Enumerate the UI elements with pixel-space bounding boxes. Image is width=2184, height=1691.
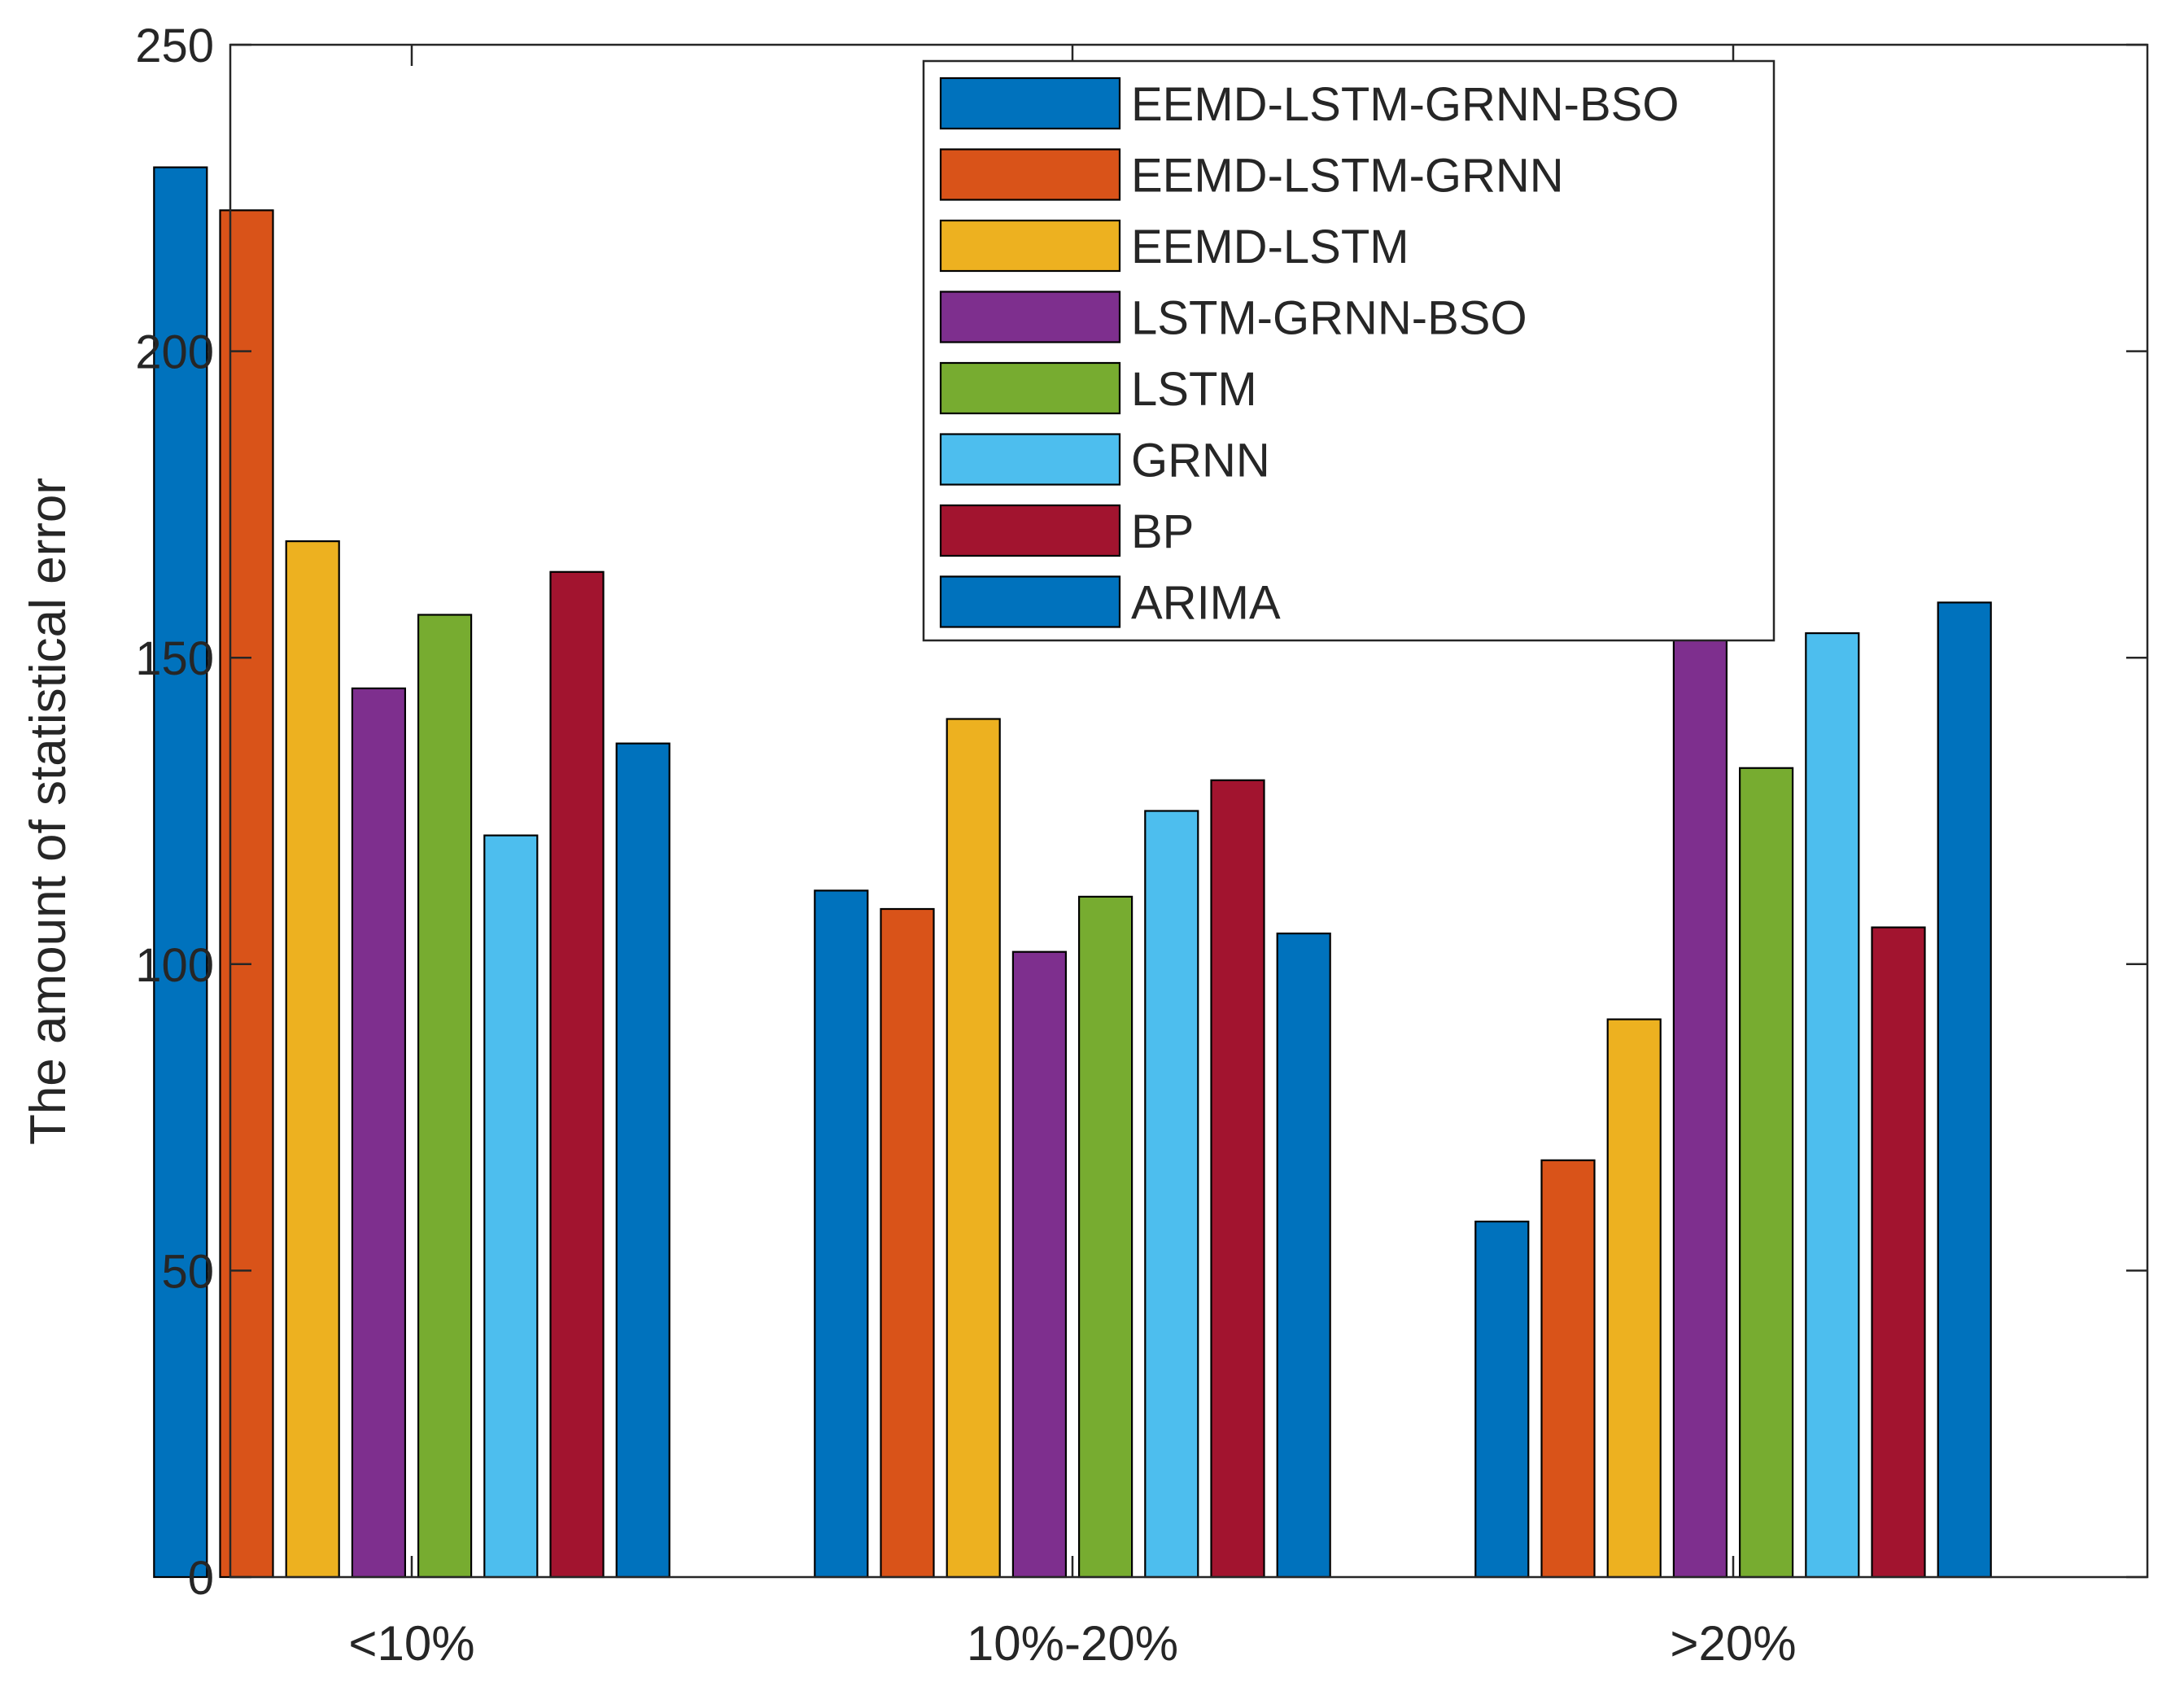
legend: EEMD-LSTM-GRNN-BSO EEMD-LSTM-GRNN EEMD-LST… <box>922 59 1776 642</box>
y-tick-label: 200 <box>135 326 214 379</box>
bar <box>1210 779 1265 1579</box>
bar <box>483 834 539 1579</box>
bar <box>1474 1220 1530 1579</box>
bar <box>814 889 869 1579</box>
bar <box>351 687 406 1579</box>
legend-swatch <box>939 219 1121 273</box>
bar <box>549 570 605 1579</box>
legend-swatch <box>939 433 1121 486</box>
y-axis-label: The amount of statistical error <box>20 478 76 1145</box>
axes-layer: 0 50 100 150 200 250 <10% 10%-20% >20% <box>135 20 2149 1671</box>
bar <box>219 209 274 1579</box>
legend-swatch <box>939 361 1121 415</box>
bar <box>946 718 1001 1579</box>
y-tick-label: 100 <box>135 939 214 992</box>
bar <box>1937 601 1992 1579</box>
bar <box>1144 810 1199 1579</box>
legend-label: EEMD-LSTM-GRNN <box>1131 150 1564 203</box>
y-tick-label: 50 <box>161 1245 214 1298</box>
bar <box>1871 926 1926 1579</box>
bar <box>1739 767 1794 1579</box>
x-tick-label: >20% <box>1670 1616 1796 1671</box>
legend-swatch <box>939 575 1121 628</box>
legend-swatch <box>939 504 1121 557</box>
legend-swatch <box>939 76 1121 130</box>
y-tick-label: 150 <box>135 632 214 685</box>
bar <box>1672 638 1728 1579</box>
bar <box>417 614 473 1579</box>
x-tick-label: 10%-20% <box>967 1616 1178 1671</box>
bar <box>1276 932 1331 1579</box>
legend-label: ARIMA <box>1131 577 1281 630</box>
legend-label: BP <box>1131 505 1194 558</box>
bar <box>153 166 208 1579</box>
legend-label: EEMD-LSTM <box>1131 221 1409 273</box>
legend-swatch <box>939 291 1121 343</box>
bar <box>1606 1018 1662 1579</box>
legend-label: LSTM-GRNN-BSO <box>1131 292 1527 345</box>
legend-swatch <box>939 148 1121 201</box>
legend-label: EEMD-LSTM-GRNN-BSO <box>1131 78 1679 131</box>
bar <box>615 742 670 1579</box>
bar <box>285 540 340 1579</box>
legend-label: LSTM <box>1131 363 1257 416</box>
y-tick-label: 250 <box>135 20 214 72</box>
bar <box>1011 950 1068 1579</box>
y-tick-label: 0 <box>188 1552 214 1605</box>
bar <box>1805 631 1860 1579</box>
bars-layer <box>153 166 1992 1579</box>
bar <box>1540 1159 1596 1579</box>
legend-label: GRNN <box>1131 435 1270 487</box>
bar <box>880 907 935 1579</box>
x-tick-label: <10% <box>348 1616 474 1671</box>
bar <box>1077 895 1133 1579</box>
plot-frame <box>229 43 2149 1579</box>
